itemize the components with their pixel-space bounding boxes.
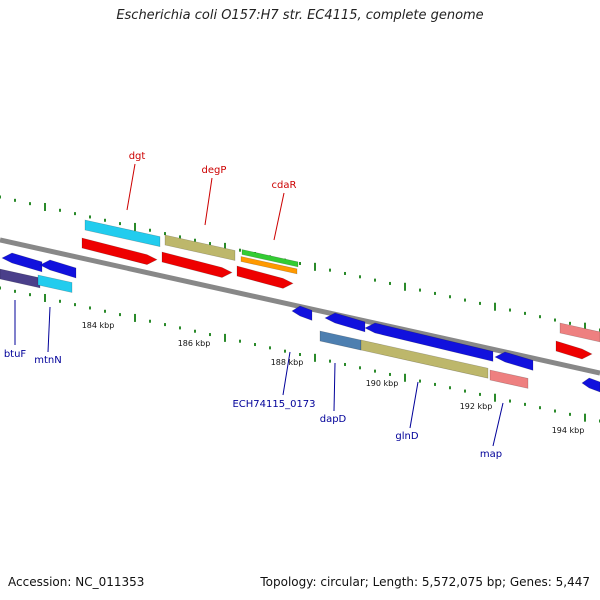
gene-label-cdar: cdaR <box>272 180 297 191</box>
gene-arrow-dgt <box>81 237 158 265</box>
scale-label-194: 194 kbp <box>552 426 585 435</box>
gene-label-ech74115-0173: ECH74115_0173 <box>232 399 315 410</box>
gene-block-degp <box>164 234 236 261</box>
scale-label-186: 186 kbp <box>178 339 211 348</box>
gene-arrow-right <box>555 340 593 360</box>
gene-label-dapd: dapD <box>320 414 347 425</box>
leader-mtnn <box>47 306 51 353</box>
gene-label-glnd: glnD <box>395 431 418 442</box>
gene-block-cdar-green <box>241 249 299 268</box>
gene-features <box>0 219 600 393</box>
gene-block-btuf <box>0 268 41 289</box>
scale-label-188: 188 kbp <box>271 358 304 367</box>
label-leaders <box>14 163 504 447</box>
genome-summary-text: Topology: circular; Length: 5,572,075 bp… <box>260 575 590 589</box>
gene-label-btuf: btuF <box>4 349 27 360</box>
gene-block-dapd <box>319 330 362 351</box>
gene-arrow-ech74115 <box>291 305 313 321</box>
gene-label-map: map <box>480 449 502 460</box>
leader-map <box>492 402 504 447</box>
map-title: Escherichia coli O157:H7 str. EC4115, co… <box>116 8 484 23</box>
gene-block-mtnn <box>37 274 73 293</box>
gene-block-map <box>489 369 529 389</box>
gene-block-dgt <box>84 219 161 247</box>
gene-label-degp: degP <box>202 165 227 176</box>
leader-glnd <box>409 381 419 429</box>
gene-label-dgt: dgt <box>129 151 146 162</box>
gene-arrow-glnd <box>364 322 494 362</box>
gene-block-cdar-orange <box>240 256 298 275</box>
gene-label-mtnn: mtnN <box>34 355 61 366</box>
leader-dapd <box>333 362 336 412</box>
gene-arrow-btuf-blue <box>1 252 43 273</box>
gene-block-glnd <box>360 339 489 379</box>
gene-arrow-right-blue <box>581 377 600 393</box>
leader-ech74115 <box>282 351 291 396</box>
leader-degp <box>204 177 213 226</box>
gene-block-right-pink <box>559 322 600 343</box>
accession-text: Accession: NC_011353 <box>8 575 145 589</box>
leader-dgt <box>126 163 136 211</box>
gene-arrow-dapd <box>324 312 366 333</box>
scale-label-184: 184 kbp <box>82 321 115 330</box>
gene-arrow-mtnn-blue <box>39 259 77 279</box>
gene-arrow-degp <box>161 251 233 278</box>
tick-row-lower <box>0 286 600 423</box>
scale-label-192: 192 kbp <box>460 402 493 411</box>
gene-arrow-cdar <box>236 265 294 289</box>
leader-cdar <box>273 192 285 241</box>
scale-label-190: 190 kbp <box>366 379 399 388</box>
gene-arrow-map-blue <box>494 351 534 371</box>
